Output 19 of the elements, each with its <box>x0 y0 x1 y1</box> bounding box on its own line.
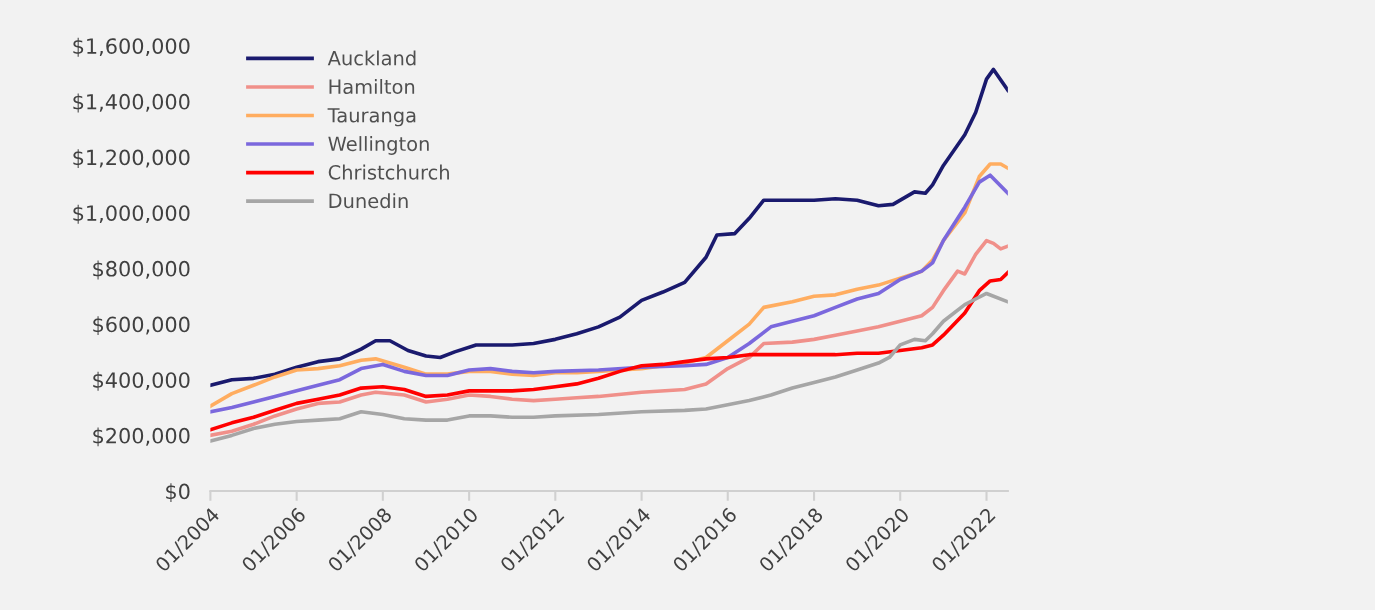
line-series <box>210 291 1008 443</box>
legend-label: Wellington <box>328 136 429 155</box>
y-tick-label: $0 <box>166 483 190 503</box>
line-series <box>210 67 1008 388</box>
y-tick-label: $400,000 <box>93 371 190 391</box>
line-series <box>210 270 1008 432</box>
legend-label: Christchurch <box>328 164 449 180</box>
legend-label: Tauranga <box>327 108 416 127</box>
y-tick-label: $1,000,000 <box>73 204 190 224</box>
y-tick-label: $1,600,000 <box>73 37 190 57</box>
legend-label: Hamilton <box>329 79 415 95</box>
line-series <box>210 238 1008 438</box>
legend-label: Dunedin <box>329 193 408 209</box>
y-tick-label: $200,000 <box>93 427 190 447</box>
y-tick-label: $800,000 <box>93 260 190 280</box>
legend-label: Auckland <box>327 50 416 66</box>
y-tick-label: $600,000 <box>93 316 190 336</box>
y-tick-label: $1,400,000 <box>73 93 190 113</box>
y-tick-label: $1,200,000 <box>73 149 190 169</box>
